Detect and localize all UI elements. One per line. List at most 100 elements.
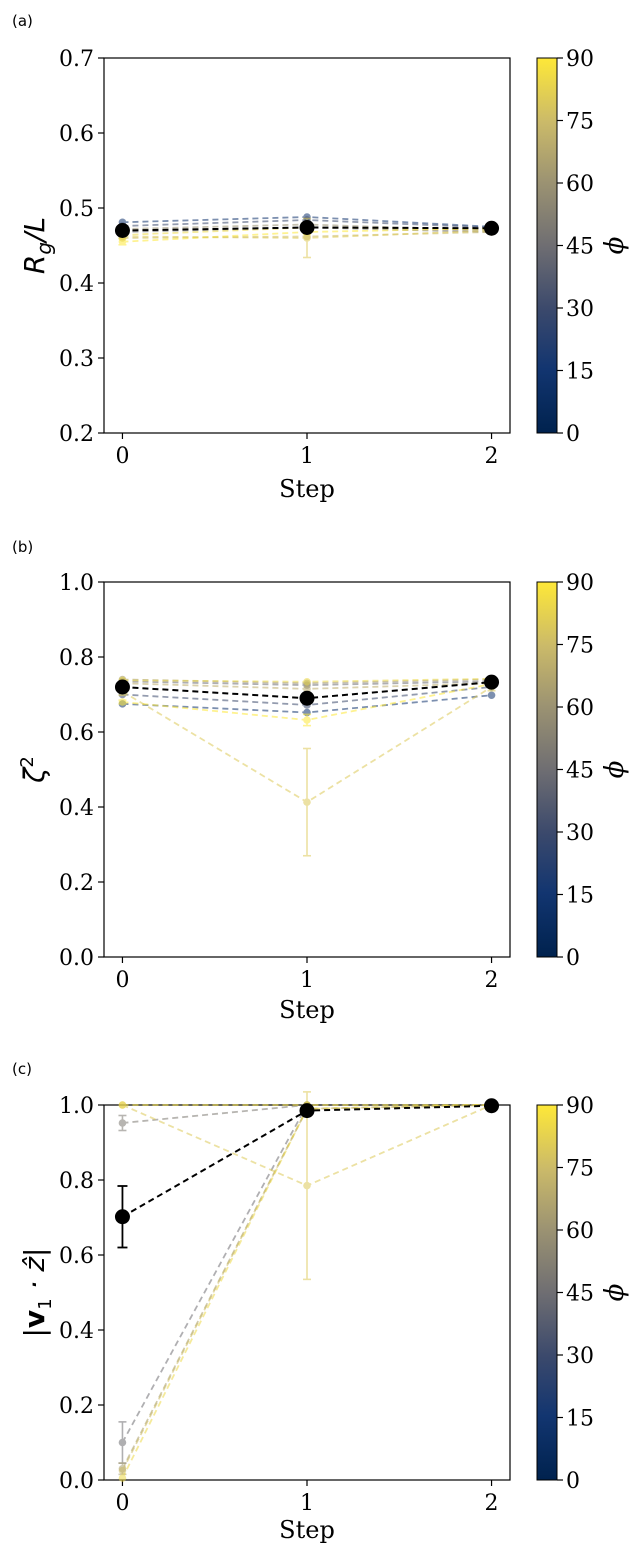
data-point	[303, 798, 311, 806]
y-tick-label: 0.2	[59, 422, 94, 447]
y-tick-label: 0.6	[59, 1244, 94, 1269]
mean-point	[114, 223, 130, 238]
y-axis-label: ζ2	[17, 756, 51, 784]
x-axis-label: Step	[279, 996, 335, 1024]
y-tick-label: 0.6	[59, 122, 94, 147]
x-tick-label: 2	[485, 444, 499, 469]
x-tick-label: 0	[115, 1491, 129, 1516]
y-tick-label: 0.3	[59, 347, 94, 372]
colorbar-tick-label: 15	[566, 360, 594, 385]
mean-point	[114, 679, 130, 695]
colorbar-tick-label: 0	[566, 422, 580, 447]
colorbar-tick-label: 45	[566, 235, 594, 260]
colorbar-tick-label: 60	[566, 172, 594, 197]
x-tick-label: 1	[300, 1491, 314, 1516]
data-point	[118, 698, 127, 706]
y-tick-label: 0.2	[59, 1394, 94, 1419]
mean-point	[484, 674, 500, 690]
x-axis-label: Step	[279, 1516, 335, 1543]
mean-series	[114, 674, 500, 706]
x-tick-label: 2	[485, 1491, 499, 1516]
y-tick-label: 0.0	[59, 1469, 94, 1494]
mean-point	[484, 1098, 500, 1114]
mean-point	[299, 220, 315, 235]
data-point	[118, 1101, 127, 1109]
mean-series	[114, 220, 500, 238]
colorbar-tick-label: 45	[566, 759, 594, 784]
data-point	[487, 691, 496, 700]
y-tick-label: 0.7	[59, 47, 94, 72]
colorbar	[536, 1104, 558, 1481]
y-tick-label: 1.0	[59, 1094, 94, 1119]
colorbar-label: ϕ	[600, 236, 630, 254]
colorbar-label: ϕ	[600, 760, 630, 778]
colorbar-tick-label: 30	[566, 821, 594, 846]
ylabel-part: ζ	[18, 766, 51, 784]
panel-label: (b)	[12, 538, 33, 556]
y-tick-label: 1.0	[59, 571, 94, 596]
ylabel-part: /L	[18, 217, 51, 245]
y-tick-label: 0.8	[59, 646, 94, 671]
chart-panel-b: (b)0.00.20.40.60.81.00 1 2Stepζ20153045607…	[12, 538, 630, 1024]
y-tick-label: 0.4	[59, 796, 94, 821]
mean-series	[114, 1098, 500, 1249]
data-point	[303, 716, 311, 724]
x-axis-label: Step	[279, 475, 335, 503]
colorbar-tick-label: 0	[566, 946, 580, 971]
colorbar-tick-label: 15	[566, 1407, 594, 1432]
y-tick-label: 0.4	[59, 1319, 94, 1344]
x-tick-label: 2	[485, 968, 499, 993]
colorbar-tick-label: 90	[566, 1094, 594, 1119]
colorbar-tick-label: 75	[566, 1157, 594, 1182]
ylabel-part: v	[18, 1310, 51, 1328]
y-tick-label: 0.5	[59, 197, 94, 222]
colorbar-tick-label: 30	[566, 297, 594, 322]
panel-label: (c)	[12, 1060, 32, 1078]
y-tick-label: 0.0	[59, 946, 94, 971]
y-tick-label: 0.2	[59, 871, 94, 896]
chart-panel-a: (a) 0.2 0.3 0.4 0.5 0.6 0.7 0 1 2 Step Rg/L 0 15 30 45 6…	[12, 12, 630, 503]
data-point	[303, 685, 311, 693]
colorbar	[536, 57, 558, 434]
ylabel-part: · ẑ	[18, 1256, 51, 1299]
mean-point	[299, 690, 315, 706]
y-tick-label: 0.6	[59, 721, 94, 746]
mean-point	[299, 1103, 315, 1119]
mean-point	[114, 1209, 130, 1225]
data-point	[118, 1119, 127, 1127]
data-point	[118, 1474, 127, 1482]
colorbar-tick-label: 0	[566, 1469, 580, 1494]
panel-label: (a)	[12, 12, 33, 30]
data-point	[118, 237, 127, 246]
x-tick-label: 0	[115, 444, 129, 469]
colorbar-tick-label: 15	[566, 884, 594, 909]
colorbar-tick-label: 90	[566, 47, 594, 72]
y-tick-label: 0.8	[59, 1169, 94, 1194]
data-point	[303, 234, 311, 242]
ylabel-part: R	[18, 255, 51, 274]
colorbar-tick-label: 60	[566, 1219, 594, 1244]
y-axis-label: |v1 · ẑ|	[18, 1248, 56, 1338]
colorbar-tick-label: 75	[566, 110, 594, 135]
colorbar-tick-label: 90	[566, 571, 594, 596]
ylabel-sub: g	[32, 242, 56, 255]
ylabel-part: |	[18, 1328, 51, 1337]
mean-point	[484, 220, 500, 236]
ylabel-sup: 2	[17, 756, 38, 767]
colorbar	[536, 581, 558, 958]
colorbar-tick-label: 75	[566, 634, 594, 659]
data-point	[303, 677, 311, 686]
data-point	[118, 1438, 127, 1447]
colorbar-tick-label: 45	[566, 1282, 594, 1307]
y-axis-label: Rg/L	[18, 217, 56, 274]
ylabel-sub: 1	[35, 1298, 56, 1309]
series-path	[121, 1104, 492, 1472]
ylabel-part: |	[18, 1248, 51, 1257]
colorbar-tick-label: 60	[566, 696, 594, 721]
colorbar-label: ϕ	[600, 1283, 630, 1301]
colorbar-tick-label: 30	[566, 1344, 594, 1369]
data-point	[303, 1181, 311, 1190]
x-tick-label: 1	[300, 968, 314, 993]
